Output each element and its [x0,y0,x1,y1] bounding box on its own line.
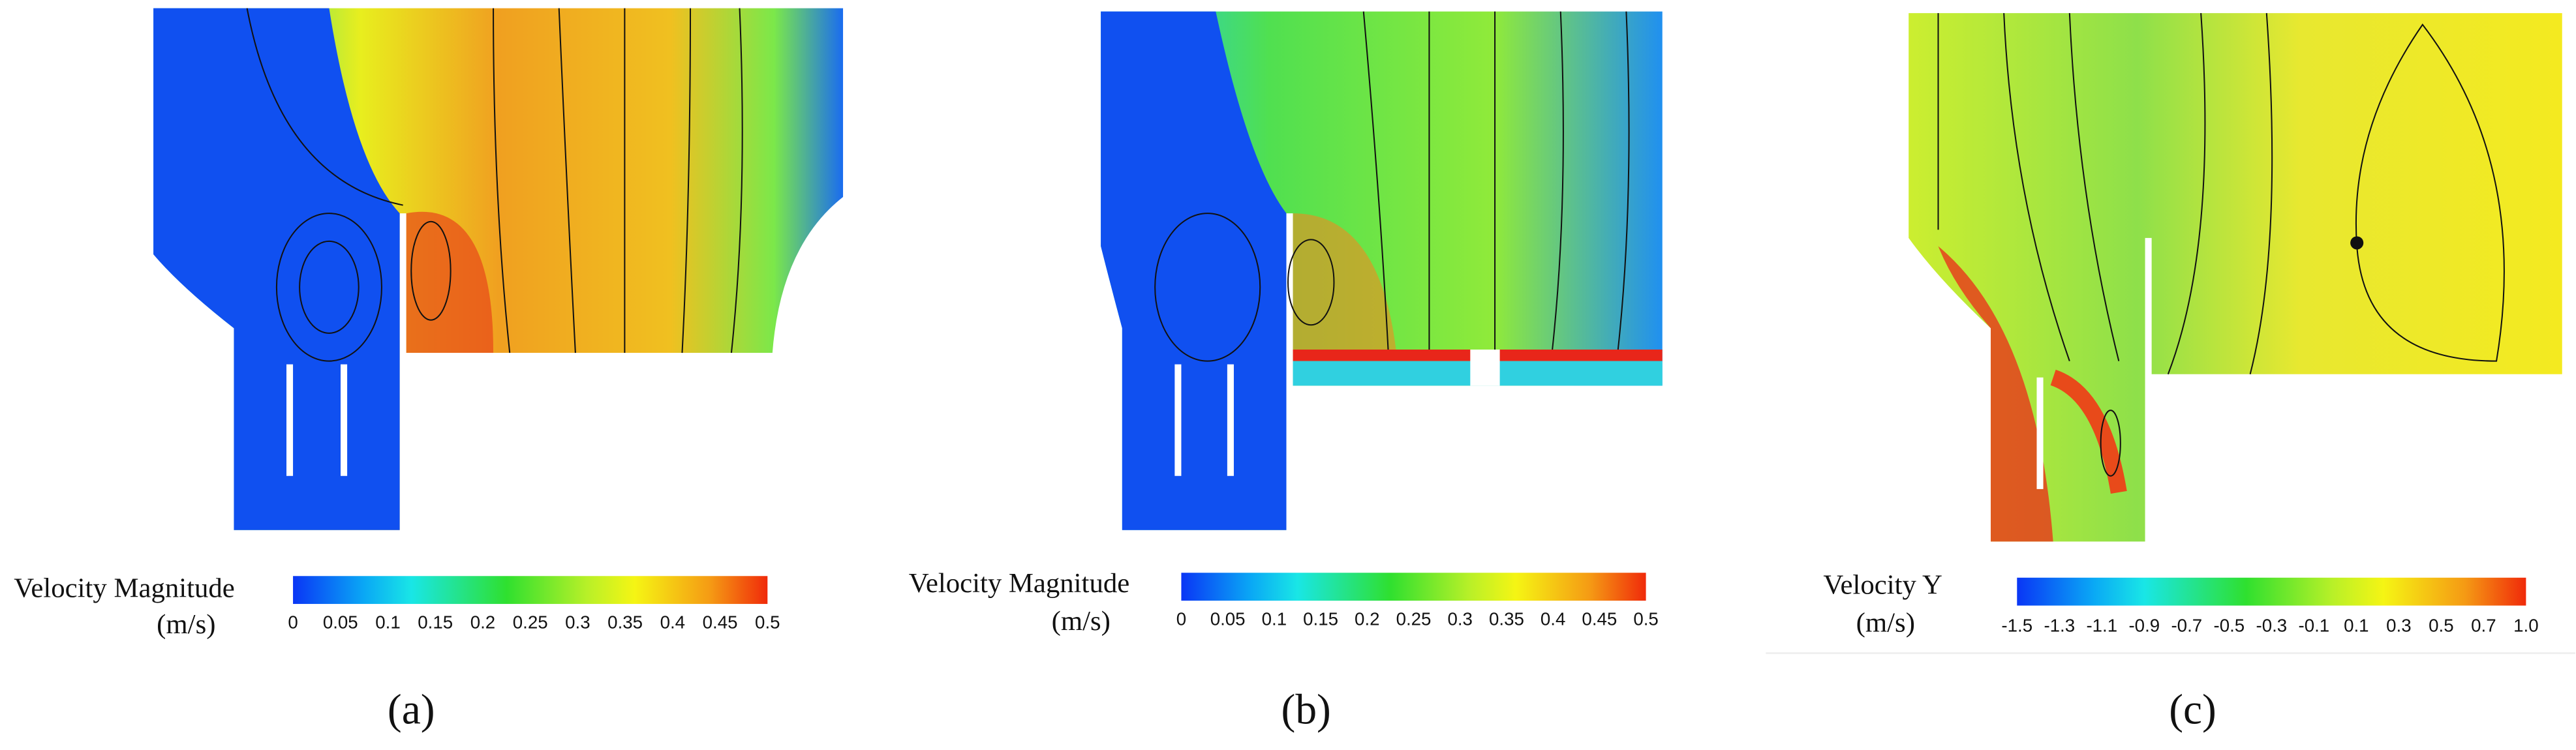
colorbar-tick-label: 0.15 [418,612,453,633]
panel-caption: (b) [1281,687,1331,734]
colorbar-tick-label: 0.3 [1447,609,1472,629]
colorbar-tick-label: 0.45 [1582,609,1617,629]
colorbar [293,576,768,605]
colorbar [1181,573,1646,601]
colorbar-tick-label: -0.1 [2298,616,2329,636]
colorbar-tick-label: -0.5 [2213,616,2245,636]
colorbar-tick-label: 1.0 [2513,616,2538,636]
colorbar-tick-label: 0.1 [1262,609,1287,629]
colorbar-tick-label: 0.35 [607,612,643,633]
colorbar-tick-label: -1.3 [2044,616,2075,636]
colorbar-tick-label: 0.25 [513,612,548,633]
colorbar-tick-label: -1.1 [2086,616,2117,636]
colorbar-tick-label: 0.3 [565,612,590,633]
colorbar-title: Velocity Magnitude [14,573,235,604]
panel-c-plot [1909,13,2562,542]
colorbar-tick-label: 0.2 [470,612,495,633]
colorbar-title: Velocity Magnitude [909,568,1130,599]
colorbar-tick-label: 0.45 [703,612,738,633]
colorbar-tick-label: 0.4 [1541,609,1565,629]
panel-caption: (a) [388,687,435,734]
colorbar-tick-label: 0.2 [1355,609,1379,629]
panel-a-plot [153,8,844,530]
panel-caption: (c) [2169,687,2216,734]
colorbar-tick-label: 0.5 [2429,616,2453,636]
colorbar [2017,577,2526,606]
colorbar-unit: (m/s) [1052,606,1111,637]
colorbar-tick-label: 0.5 [1633,609,1658,629]
colorbar-tick-label: 0.05 [323,612,358,633]
colorbar-tick-label: -0.9 [2128,616,2160,636]
colorbar-tick-label: 0 [288,612,298,633]
colorbar-tick-label: 0.1 [2344,616,2369,636]
colorbar-tick-label: 0.15 [1303,609,1338,629]
colorbar-tick-label: -0.7 [2171,616,2202,636]
colorbar-tick-label: 0.7 [2471,616,2496,636]
colorbar-tick-label: 0.05 [1210,609,1246,629]
colorbar-tick-label: 0.25 [1396,609,1432,629]
colorbar-tick-label: 0.4 [660,612,685,633]
colorbar-unit: (m/s) [157,609,215,640]
colorbar-tick-label: 0.3 [2386,616,2411,636]
colorbar-tick-label: 0.35 [1489,609,1524,629]
colorbar-tick-label: -1.5 [2001,616,2032,636]
panel-b-plot [1101,11,1663,530]
colorbar-unit: (m/s) [1856,608,1915,638]
colorbar-tick-label: 0 [1176,609,1186,629]
colorbar-title: Velocity Y [1823,570,1942,601]
colorbar-tick-label: 0.5 [755,612,780,633]
colorbar-tick-label: 0.1 [375,612,400,633]
colorbar-tick-label: -0.3 [2256,616,2287,636]
